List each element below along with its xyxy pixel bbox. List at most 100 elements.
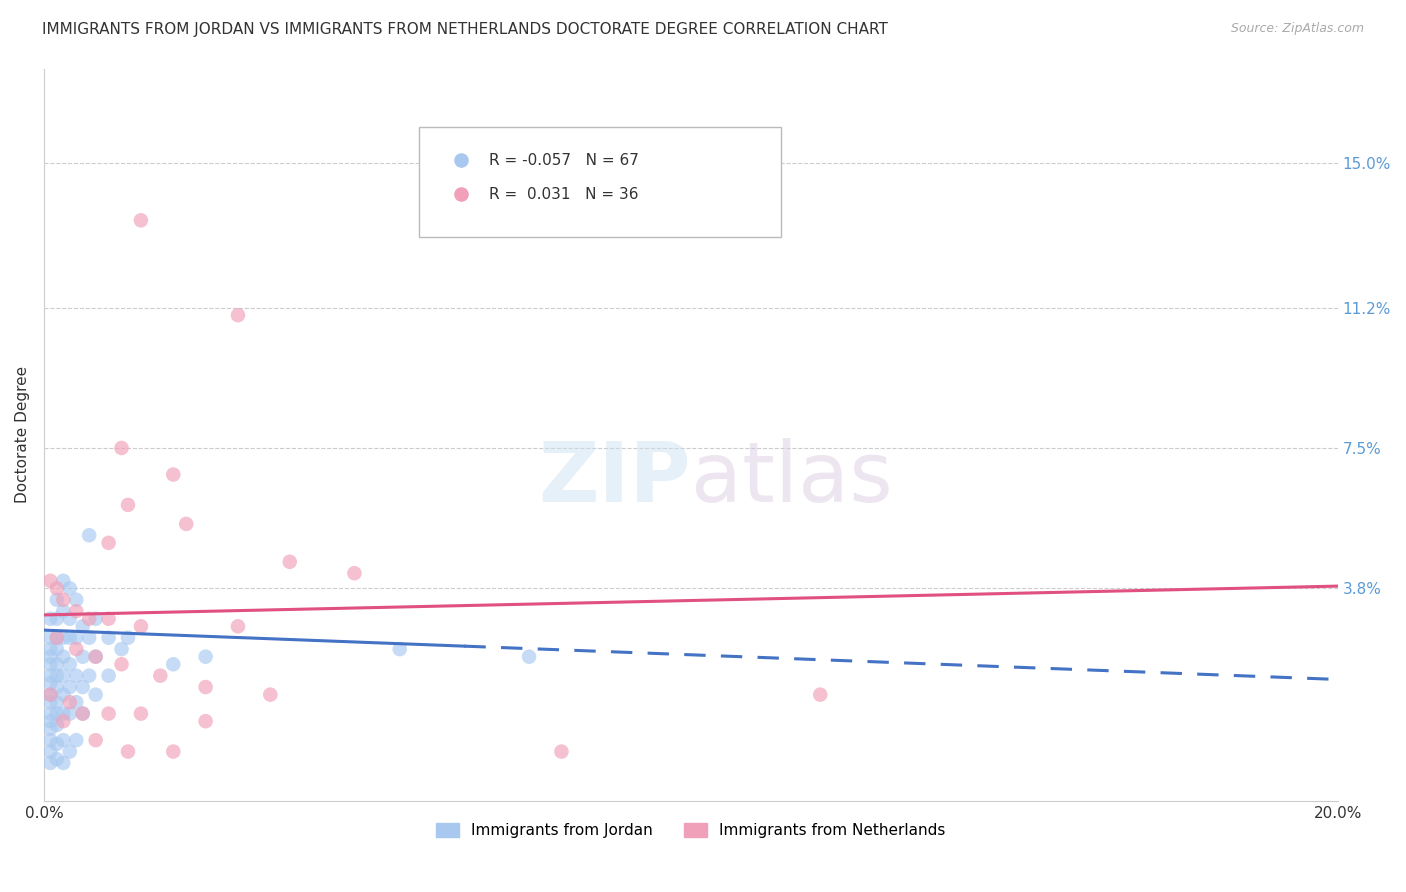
Point	[52, 592, 75, 607]
Point	[174, 516, 197, 531]
Point	[65, 695, 87, 709]
Point	[45, 737, 67, 751]
Point	[110, 441, 132, 455]
Point	[52, 756, 75, 770]
Point	[45, 612, 67, 626]
Point	[808, 688, 831, 702]
Point	[65, 642, 87, 657]
Point	[388, 642, 411, 657]
Point	[39, 756, 62, 770]
Point	[72, 706, 94, 721]
Point	[259, 688, 281, 702]
Point	[226, 308, 249, 322]
Point	[39, 688, 62, 702]
Point	[72, 706, 94, 721]
Point	[517, 649, 540, 664]
Point	[194, 680, 217, 694]
Point	[39, 657, 62, 672]
Point	[39, 714, 62, 729]
Point	[117, 498, 139, 512]
Point	[72, 619, 94, 633]
Point	[45, 582, 67, 596]
Point	[149, 668, 172, 682]
Point	[97, 612, 120, 626]
Point	[52, 631, 75, 645]
Text: atlas: atlas	[690, 438, 893, 519]
Point	[162, 657, 184, 672]
Point	[45, 706, 67, 721]
Point	[45, 592, 67, 607]
Point	[52, 706, 75, 721]
Point	[52, 668, 75, 682]
Point	[52, 604, 75, 618]
Point	[110, 657, 132, 672]
Point	[550, 745, 572, 759]
Text: R =  0.031   N = 36: R = 0.031 N = 36	[489, 187, 638, 202]
Point	[59, 695, 82, 709]
Point	[39, 722, 62, 736]
Point	[45, 752, 67, 766]
Point	[72, 649, 94, 664]
Point	[39, 668, 62, 682]
Point	[84, 688, 107, 702]
Text: Source: ZipAtlas.com: Source: ZipAtlas.com	[1230, 22, 1364, 36]
Point	[129, 619, 152, 633]
Point	[59, 706, 82, 721]
Point	[45, 642, 67, 657]
Point	[59, 657, 82, 672]
Point	[39, 612, 62, 626]
Point	[129, 213, 152, 227]
Point	[45, 695, 67, 709]
Point	[65, 733, 87, 747]
Point	[39, 745, 62, 759]
Point	[39, 733, 62, 747]
Point	[77, 668, 100, 682]
Point	[45, 657, 67, 672]
Point	[72, 680, 94, 694]
Point	[84, 733, 107, 747]
Point	[162, 745, 184, 759]
Point	[45, 668, 67, 682]
Point	[97, 706, 120, 721]
Text: ZIP: ZIP	[538, 438, 690, 519]
Point	[226, 619, 249, 633]
Point	[65, 668, 87, 682]
Text: R = -0.057   N = 67: R = -0.057 N = 67	[489, 153, 638, 168]
Point	[97, 536, 120, 550]
Point	[97, 631, 120, 645]
Point	[117, 631, 139, 645]
Point	[39, 631, 62, 645]
Point	[194, 649, 217, 664]
Point	[77, 612, 100, 626]
Point	[278, 555, 301, 569]
Point	[59, 631, 82, 645]
Point	[65, 592, 87, 607]
Point	[52, 733, 75, 747]
Point	[84, 649, 107, 664]
Point	[65, 604, 87, 618]
Point	[39, 688, 62, 702]
Point	[45, 631, 67, 645]
Point	[77, 631, 100, 645]
Point	[110, 642, 132, 657]
Point	[45, 718, 67, 732]
Point	[52, 574, 75, 588]
Point	[84, 649, 107, 664]
Point	[45, 680, 67, 694]
Point	[39, 642, 62, 657]
Point	[65, 631, 87, 645]
Point	[84, 612, 107, 626]
Point	[59, 612, 82, 626]
FancyBboxPatch shape	[419, 127, 782, 237]
Point	[194, 714, 217, 729]
Point	[162, 467, 184, 482]
Point	[129, 706, 152, 721]
Point	[39, 574, 62, 588]
Point	[52, 714, 75, 729]
Text: IMMIGRANTS FROM JORDAN VS IMMIGRANTS FROM NETHERLANDS DOCTORATE DEGREE CORRELATI: IMMIGRANTS FROM JORDAN VS IMMIGRANTS FRO…	[42, 22, 889, 37]
Point	[39, 695, 62, 709]
Point	[39, 649, 62, 664]
Point	[52, 649, 75, 664]
Legend: Immigrants from Jordan, Immigrants from Netherlands: Immigrants from Jordan, Immigrants from …	[430, 817, 952, 845]
Point	[59, 582, 82, 596]
